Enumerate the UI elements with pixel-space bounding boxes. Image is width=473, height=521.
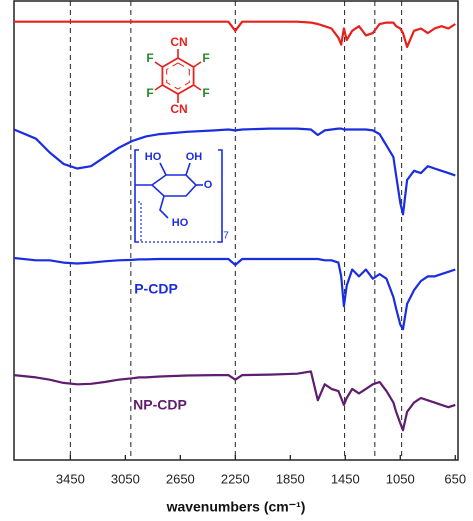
- spectrum-line: [13, 370, 456, 432]
- spectrum-line: [14, 20, 456, 48]
- bond: [159, 195, 169, 219]
- repeat-count: 7: [223, 231, 229, 242]
- x-tick-label: 3450: [56, 471, 85, 486]
- x-axis-title: wavenumbers (cm⁻¹): [166, 499, 306, 515]
- spectrum-line: [13, 256, 456, 331]
- series-label: P-CDP: [134, 281, 178, 297]
- atom-label: HO: [145, 151, 162, 163]
- structures: CN F F F F CN HO OH O HO 7: [134, 35, 229, 243]
- atom-label: F: [202, 86, 209, 100]
- bond: [185, 162, 191, 176]
- x-tick-label: 1850: [276, 471, 305, 486]
- atom-label: F: [202, 51, 209, 65]
- bond: [154, 61, 163, 68]
- atom-label: F: [146, 51, 153, 65]
- bond: [154, 84, 163, 91]
- series-label: NP-CDP: [133, 397, 187, 413]
- ring-bonds: [166, 62, 190, 90]
- bond: [193, 84, 202, 91]
- atom-label: OH: [186, 151, 203, 163]
- x-tick-label: 2650: [166, 471, 195, 486]
- bond: [193, 61, 202, 68]
- spectrum-line: [13, 127, 456, 216]
- atom-label: HO: [172, 217, 189, 229]
- atom-label: CN: [170, 35, 187, 49]
- x-tick-label: 3050: [111, 471, 140, 486]
- bond: [159, 162, 167, 176]
- atom-label: CN: [170, 102, 187, 116]
- sugar-ring: [150, 174, 198, 197]
- x-tick-label: 2250: [221, 471, 250, 486]
- atom-label: F: [146, 86, 153, 100]
- brackets: [134, 149, 223, 243]
- x-tick-label: 650: [444, 471, 466, 486]
- atom-label: O: [204, 179, 213, 191]
- x-tick-label: 1050: [386, 471, 415, 486]
- x-tick-label: 1450: [331, 471, 360, 486]
- dashed-box: [138, 201, 219, 243]
- plot-frame: [13, 0, 459, 461]
